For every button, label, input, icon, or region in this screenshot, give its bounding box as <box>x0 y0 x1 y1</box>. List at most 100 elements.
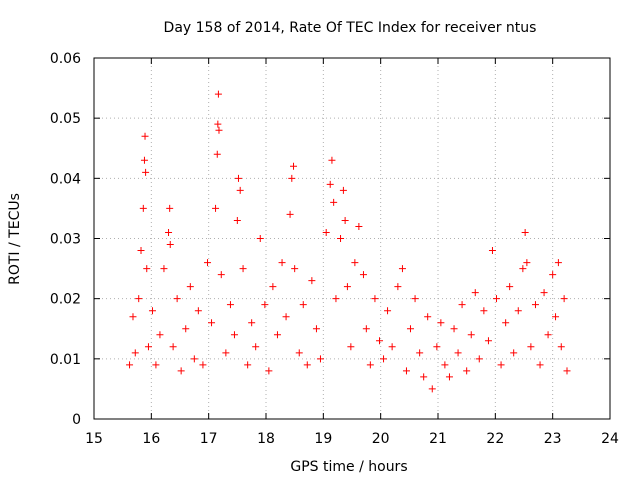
data-point <box>177 367 185 375</box>
data-point <box>144 343 152 351</box>
data-point <box>332 295 340 303</box>
data-point <box>156 331 164 339</box>
data-point <box>411 295 419 303</box>
data-point <box>290 162 298 170</box>
data-point <box>303 361 311 369</box>
data-point <box>291 265 299 273</box>
data-point <box>527 343 535 351</box>
y-tick-label: 0.02 <box>50 292 81 308</box>
y-tick-label: 0 <box>72 412 81 428</box>
data-point <box>376 337 384 345</box>
data-point <box>492 295 500 303</box>
data-point <box>148 307 156 315</box>
data-point <box>233 216 241 224</box>
data-point <box>420 373 428 381</box>
data-point <box>230 331 238 339</box>
grid <box>94 58 610 419</box>
x-axis-label: GPS time / hours <box>290 459 407 475</box>
data-point <box>380 355 388 363</box>
x-tick-label: 15 <box>85 431 103 447</box>
y-tick-label: 0.05 <box>50 111 81 127</box>
data-point <box>299 301 307 309</box>
data-point <box>169 343 177 351</box>
data-point <box>244 361 252 369</box>
data-point <box>182 325 190 333</box>
data-point <box>424 313 432 321</box>
data-point <box>322 228 330 236</box>
data-point <box>141 132 149 140</box>
data-point <box>173 295 181 303</box>
x-tick-label: 23 <box>544 431 562 447</box>
x-tick-label: 16 <box>142 431 160 447</box>
data-point <box>523 259 531 267</box>
data-point <box>416 349 424 357</box>
data-point <box>544 331 552 339</box>
data-point <box>278 259 286 267</box>
data-point <box>129 313 137 321</box>
x-tick-label: 22 <box>486 431 504 447</box>
data-point <box>488 247 496 255</box>
data-point <box>273 331 281 339</box>
data-point <box>471 289 479 297</box>
data-point <box>384 307 392 315</box>
data-point <box>214 120 222 128</box>
data-point <box>215 126 223 134</box>
data-point <box>152 361 160 369</box>
data-point <box>222 349 230 357</box>
data-point <box>226 301 234 309</box>
data-point <box>394 283 402 291</box>
data-point <box>137 247 145 255</box>
y-tick-labels: 0 0.01 0.02 0.03 0.04 0.05 0.06 <box>50 51 81 428</box>
data-point <box>212 204 220 212</box>
data-point <box>269 283 277 291</box>
data-point <box>256 235 264 242</box>
data-point <box>337 235 345 242</box>
data-point <box>248 319 256 327</box>
data-point <box>236 186 244 194</box>
data-point <box>286 210 294 218</box>
data-point <box>347 343 355 351</box>
data-point <box>204 259 212 267</box>
data-point <box>554 259 562 267</box>
data-point <box>371 295 379 303</box>
data-point <box>139 204 147 212</box>
data-point <box>282 313 290 321</box>
data-point <box>140 156 148 164</box>
data-point <box>437 319 445 327</box>
data-point <box>549 271 557 279</box>
data-point <box>458 301 466 309</box>
data-point <box>560 295 568 303</box>
x-tick-label: 20 <box>372 431 390 447</box>
data-point <box>239 265 247 273</box>
data-point <box>166 241 174 249</box>
data-point <box>445 373 453 381</box>
data-point <box>428 385 436 393</box>
data-point <box>502 319 510 327</box>
data-point <box>351 259 359 267</box>
y-tick-label: 0.03 <box>50 232 81 248</box>
data-point <box>563 367 571 375</box>
data-point <box>295 349 303 357</box>
data-point <box>450 325 458 333</box>
data-point <box>261 301 269 309</box>
x-tick-label: 18 <box>257 431 275 447</box>
scatter-points <box>126 90 571 393</box>
data-point <box>194 307 202 315</box>
data-point <box>199 361 207 369</box>
chart-title: Day 158 of 2014, Rate Of TEC Index for r… <box>164 20 537 36</box>
x-tick-label: 19 <box>314 431 332 447</box>
data-point <box>497 361 505 369</box>
data-point <box>463 367 471 375</box>
data-point <box>217 271 225 279</box>
data-point <box>343 283 351 291</box>
data-point <box>552 313 560 321</box>
data-point <box>288 174 296 182</box>
x-tick-labels: 15 16 17 18 19 20 21 22 23 24 <box>85 431 619 447</box>
x-tick-label: 24 <box>601 431 619 447</box>
data-point <box>214 90 222 98</box>
data-point <box>406 325 414 333</box>
data-point <box>398 265 406 273</box>
data-point <box>521 228 529 236</box>
